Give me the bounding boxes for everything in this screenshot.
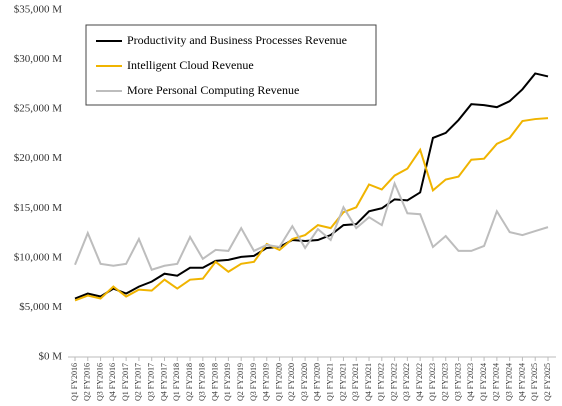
x-tick-label: Q3 FY2023 xyxy=(453,363,462,401)
x-tick-label: Q2 FY2019 xyxy=(236,363,245,401)
series-line xyxy=(74,117,549,302)
x-tick-label: Q1 FY2018 xyxy=(172,363,181,401)
x-tick-label: Q2 FY2024 xyxy=(492,363,501,401)
x-tick-label: Q2 FY2017 xyxy=(134,363,143,401)
x-tick-label: Q4 FY2020 xyxy=(313,363,322,401)
x-tick-label: Q2 FY2018 xyxy=(185,363,194,401)
x-tick-label: Q4 FY2024 xyxy=(517,363,526,401)
series-line xyxy=(74,180,549,271)
x-tick-label: Q1 FY2019 xyxy=(223,363,232,401)
x-tick-label: Q1 FY2024 xyxy=(479,363,488,401)
x-tick-label: Q1 FY2023 xyxy=(428,363,437,401)
y-tick-label: $20,000 M xyxy=(14,152,63,164)
x-tick-label: Q2 FY2021 xyxy=(338,363,347,401)
x-tick-label: Q3 FY2016 xyxy=(95,363,104,401)
y-tick-label: $10,000 M xyxy=(14,251,63,263)
x-tick-label: Q1 FY2017 xyxy=(121,363,130,401)
x-tick-label: Q1 FY2020 xyxy=(274,363,283,401)
x-tick-label: Q4 FY2021 xyxy=(364,363,373,401)
x-tick-label: Q3 FY2024 xyxy=(504,363,513,401)
x-tick-label: Q4 FY2023 xyxy=(466,363,475,401)
y-tick-label: $25,000 M xyxy=(14,103,63,115)
x-tick-label: Q4 FY2016 xyxy=(108,363,117,401)
x-tick-label: Q4 FY2018 xyxy=(210,363,219,401)
x-tick-label: Q3 FY2017 xyxy=(147,363,156,401)
x-tick-label: Q3 FY2020 xyxy=(300,363,309,401)
y-tick-label: $30,000 M xyxy=(14,53,63,65)
x-tick-label: Q4 FY2019 xyxy=(262,363,271,401)
legend-box xyxy=(85,24,377,106)
y-tick-label: $35,000 M xyxy=(14,4,63,16)
x-tick-label: Q3 FY2019 xyxy=(249,363,258,401)
x-tick-label: Q4 FY2022 xyxy=(415,363,424,401)
x-tick-label: Q4 FY2017 xyxy=(159,363,168,401)
x-tick-label: Q2 FY2022 xyxy=(389,363,398,401)
x-tick-label: Q1 FY2021 xyxy=(326,363,335,401)
x-tick-label: Q3 FY2021 xyxy=(351,363,360,401)
x-tick-label: Q1 FY2016 xyxy=(70,363,79,401)
y-tick-label: $5,000 M xyxy=(19,301,62,313)
legend-label: Productivity and Business Processes Reve… xyxy=(127,33,347,47)
x-tick-label: Q2 FY2023 xyxy=(441,363,450,401)
y-tick-label: $15,000 M xyxy=(14,202,63,214)
x-tick-label: Q1 FY2025 xyxy=(530,363,539,401)
legend-label: Intelligent Cloud Revenue xyxy=(127,58,254,72)
x-tick-label: Q1 FY2022 xyxy=(377,363,386,401)
x-tick-label: Q2 FY2016 xyxy=(83,363,92,401)
y-tick-label: $0 M xyxy=(38,351,62,363)
x-tick-label: Q2 FY2025 xyxy=(543,363,552,401)
x-tick-label: Q3 FY2018 xyxy=(198,363,207,401)
x-tick-label: Q2 FY2020 xyxy=(287,363,296,401)
legend-label: More Personal Computing Revenue xyxy=(127,83,299,97)
x-tick-label: Q3 FY2022 xyxy=(402,363,411,401)
series-line xyxy=(74,72,549,300)
